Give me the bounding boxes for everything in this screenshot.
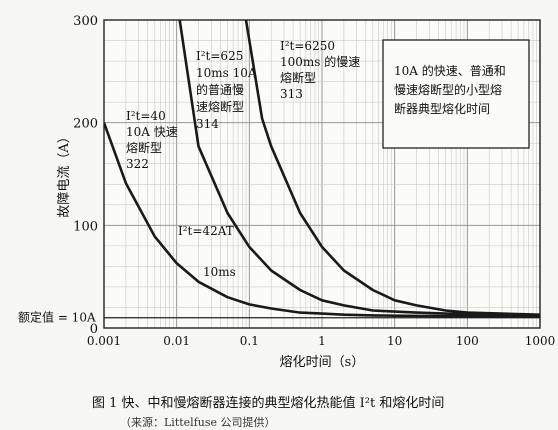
- annotation-322: 熔断型: [126, 140, 162, 155]
- rated-label: 额定值 = 10A: [18, 310, 96, 325]
- series-line-2: [178, 20, 540, 317]
- annotation-314: 速熔断型: [196, 99, 244, 114]
- annotation-313: 313: [280, 87, 303, 101]
- figure-caption-source: （来源：Littelfuse 公司提供）: [120, 416, 276, 429]
- y-axis-label: 故障电流（A）: [57, 130, 72, 217]
- figure-caption: 图 1 快、中和慢熔断器连接的典型熔化热能值 I²t 和熔化时间: [92, 396, 445, 411]
- annotation-322: 10A 快速: [126, 125, 178, 139]
- annotation-322: 322: [126, 157, 149, 171]
- annotation-10ms: 10ms: [203, 265, 236, 279]
- x-tick-label: 0.01: [163, 334, 190, 348]
- legend-box-text: 10A 的快速、普通和: [394, 63, 506, 78]
- annotation-322: I²t=40: [126, 109, 166, 123]
- x-tick-label: 10: [387, 334, 402, 348]
- x-tick-label: 0.001: [87, 334, 121, 348]
- annotation-314: 314: [196, 117, 219, 131]
- fuse-chart: 0 100 200 300 0.001 0.01 0.1 1 10 100 1000 额定值 = 10…: [18, 14, 556, 370]
- chart-svg: 0 100 200 300 0.001 0.01 0.1 1 10 100 1000 额定值 = 10…: [18, 14, 556, 370]
- y-tick-label: 300: [73, 14, 98, 29]
- annotation-i2t-42: I²t=42AT: [178, 224, 234, 238]
- annotation-314: 的普通慢: [196, 82, 244, 97]
- annotation-313: I²t=6250: [280, 39, 335, 53]
- series-line-1: [104, 122, 540, 318]
- annotation-314: 10ms 10A: [196, 66, 257, 80]
- x-tick-label: 0.1: [240, 334, 259, 348]
- series-line-3: [244, 20, 540, 316]
- annotation-313: 100ms 的慢速: [280, 54, 360, 69]
- y-tick-label: 100: [73, 219, 98, 234]
- annotation-313: 熔断型: [280, 70, 316, 85]
- x-tick-label: 1: [318, 334, 326, 348]
- x-tick-label: 1000: [525, 334, 556, 348]
- y-tick-label: 0: [90, 322, 98, 337]
- annotation-314: I²t=625: [196, 49, 243, 63]
- legend-box-text: 慢速熔断型的小型熔: [394, 82, 502, 97]
- x-tick-label: 100: [456, 334, 479, 348]
- x-axis-label: 熔化时间（s）: [280, 355, 365, 370]
- legend-box: [382, 39, 530, 149]
- legend-box-text: 断器典型熔化时间: [394, 101, 490, 116]
- plot-frame: [103, 19, 541, 329]
- y-tick-label: 200: [73, 117, 98, 132]
